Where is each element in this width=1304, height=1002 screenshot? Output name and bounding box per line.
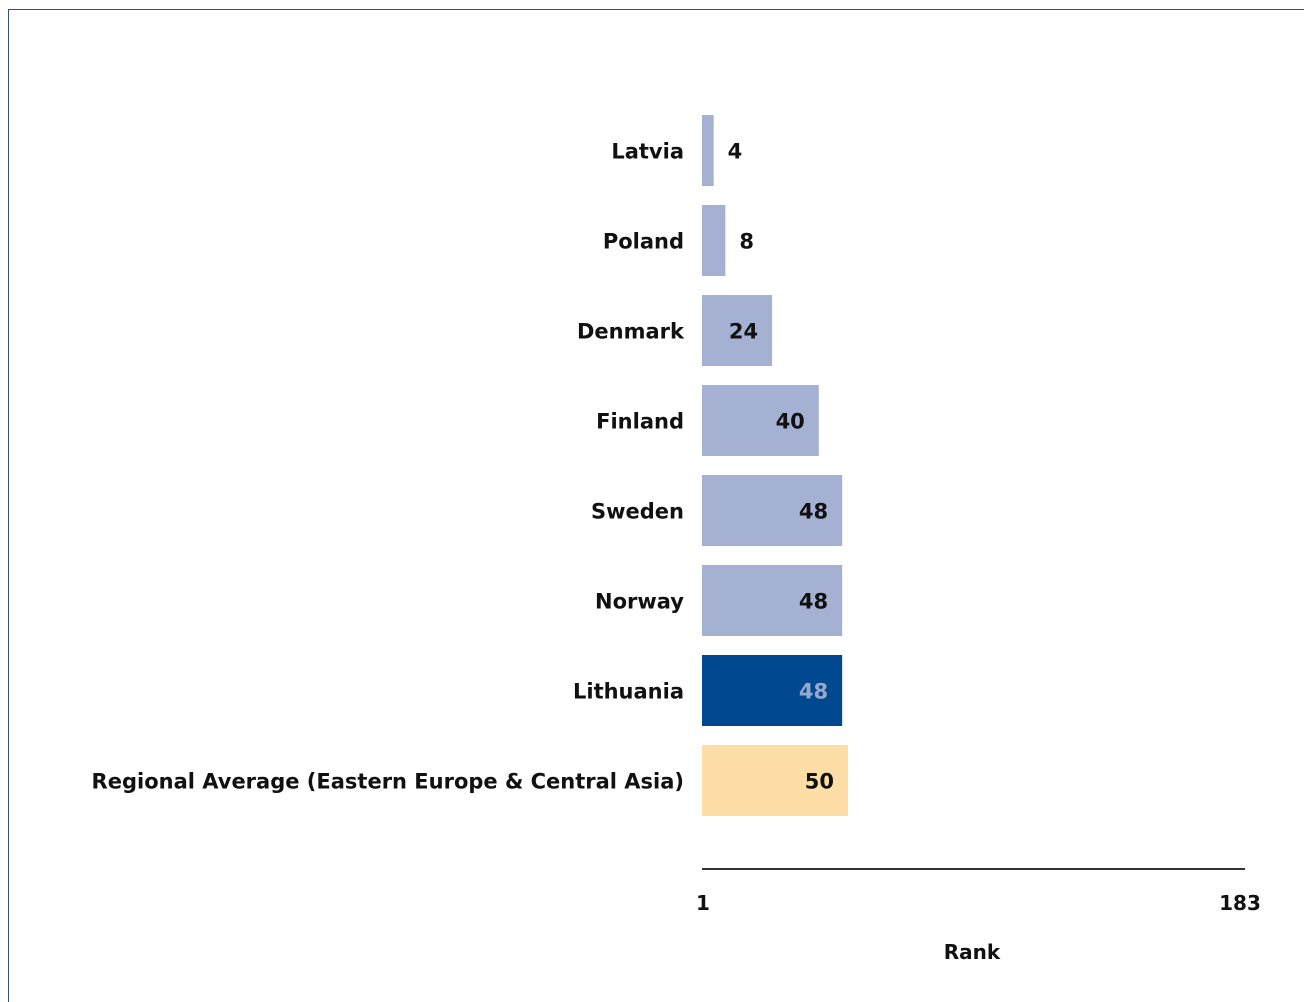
value-label-3: 40 <box>776 410 805 434</box>
bar-2 <box>702 295 773 366</box>
bar-1 <box>702 205 726 276</box>
category-label-7: Regional Average (Eastern Europe & Centr… <box>92 770 684 794</box>
category-label-5: Norway <box>595 590 684 614</box>
category-labels-group: Latvia Poland Denmark Finland Sweden Norway Li… <box>92 140 685 794</box>
x-tick-label-max: 183 <box>1219 891 1261 915</box>
chart-frame <box>8 9 1304 1002</box>
value-label-2: 24 <box>729 320 758 344</box>
value-label-4: 48 <box>799 500 828 524</box>
category-label-6: Lithuania <box>573 680 684 704</box>
bars-group <box>702 115 848 816</box>
bar-0 <box>702 115 714 186</box>
value-label-0: 4 <box>728 140 743 164</box>
category-label-2: Denmark <box>577 320 685 344</box>
x-axis-title: Rank <box>944 940 1001 964</box>
category-label-3: Finland <box>596 410 684 434</box>
value-label-7: 50 <box>805 770 834 794</box>
bar-6 <box>702 655 843 726</box>
category-label-1: Poland <box>603 230 684 254</box>
value-label-1: 8 <box>739 230 754 254</box>
bar-5 <box>702 565 843 636</box>
x-tick-label-min: 1 <box>696 891 710 915</box>
category-label-0: Latvia <box>611 140 684 164</box>
value-label-5: 48 <box>799 590 828 614</box>
value-label-6: 48 <box>799 680 828 704</box>
bar-4 <box>702 475 843 546</box>
bar-3 <box>702 385 819 456</box>
bar-7 <box>702 745 848 816</box>
category-label-4: Sweden <box>591 500 684 524</box>
